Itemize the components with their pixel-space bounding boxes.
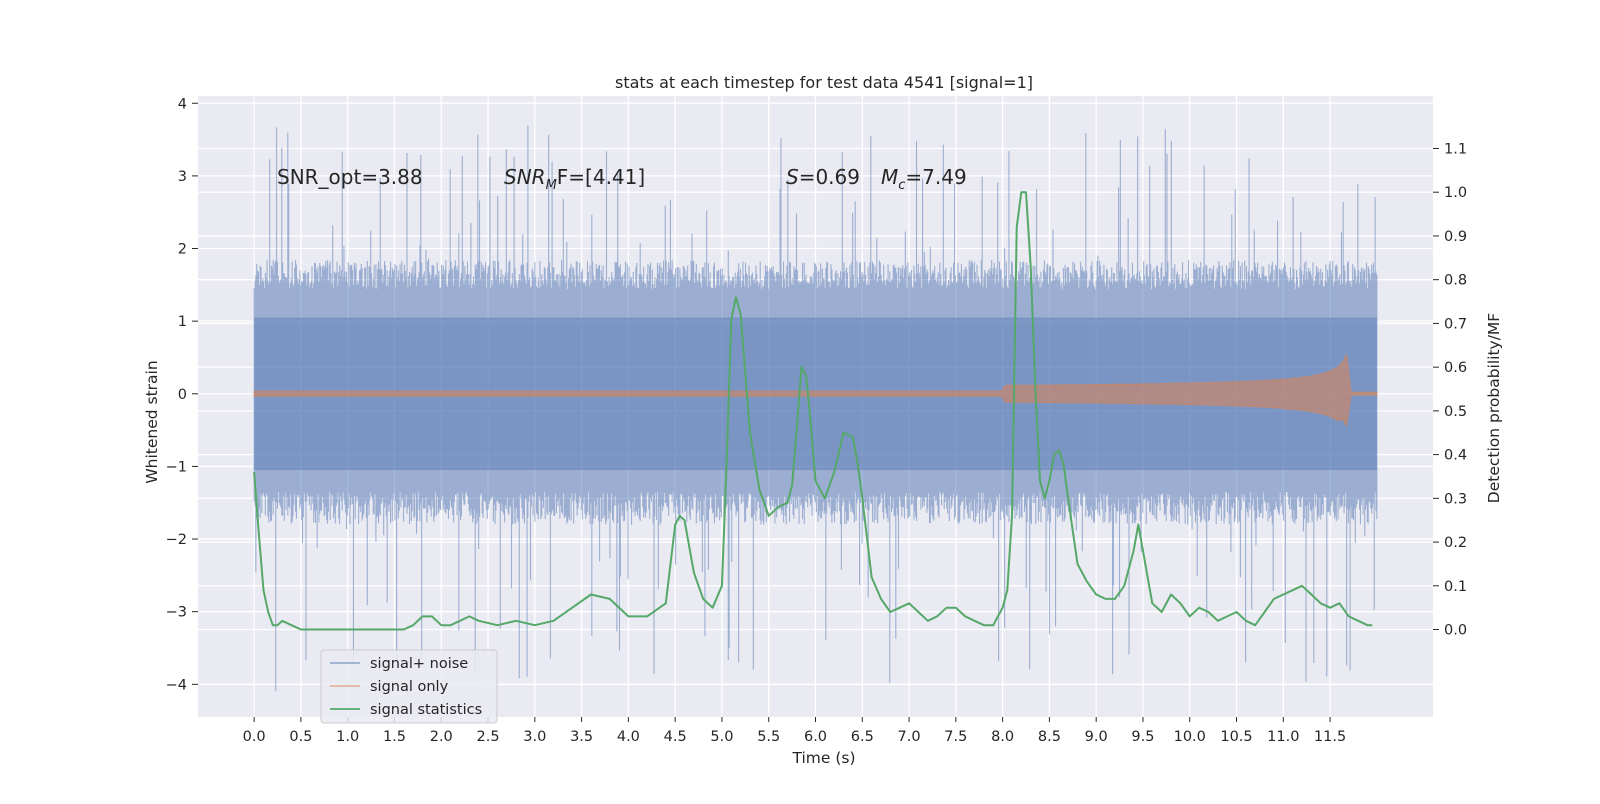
right-y-tick-label: 0.9 (1444, 229, 1467, 245)
x-tick-label: 6.5 (851, 729, 874, 745)
x-tick-label: 9.5 (1131, 729, 1154, 745)
snr-mf-rest: F=[4.41] (557, 165, 645, 189)
x-tick-label: 0.0 (243, 729, 266, 745)
right-y-tick-label: 0.8 (1444, 273, 1467, 289)
x-tick-label: 8.0 (991, 729, 1014, 745)
y-tick-label: −3 (166, 605, 187, 621)
x-tick-label: 5.5 (757, 729, 780, 745)
snr-opt-annotation: SNR_opt=3.88 (277, 165, 423, 189)
y-tick-label: −2 (166, 532, 187, 548)
x-tick-label: 9.0 (1085, 729, 1108, 745)
right-y-tick-label: 0.6 (1444, 360, 1467, 376)
signal-statistics-line (253, 191, 1373, 631)
legend-box (320, 649, 498, 724)
y-tick-label: −4 (166, 677, 187, 693)
x-tick-label: 4.0 (617, 729, 640, 745)
x-tick-label: 10.0 (1174, 729, 1206, 745)
right-y-tick-label: 0.2 (1444, 535, 1467, 551)
legend-label-signal-statistics: signal statistics (370, 702, 482, 718)
y-tick-label: −1 (166, 459, 187, 475)
x-tick-label: 3.5 (570, 729, 593, 745)
legend-label-signal-noise: signal+ noise (370, 656, 468, 672)
mc-annotation: Mc=7.49 (881, 165, 967, 193)
x-tick-label: 5.0 (710, 729, 733, 745)
snr-mf-subscript: M (546, 178, 557, 193)
right-y-tick-label: 0.7 (1444, 316, 1467, 332)
x-tick-labels: 0.0 0.5 1.0 1.5 2.0 2.5 3.0 3.5 4.0 4.5 5.0 5.5 6.0 6… (243, 717, 1346, 745)
x-tick-label: 4.5 (664, 729, 687, 745)
x-axis-label: Time (s) (791, 749, 855, 767)
y-tick-label: 2 (178, 242, 187, 258)
x-tick-label: 7.0 (898, 729, 921, 745)
legend-label-signal-only: signal only (370, 679, 449, 695)
mc-symbol: M (881, 165, 898, 189)
signal-statistics-series (253, 191, 1373, 631)
x-tick-label: 3.0 (523, 729, 546, 745)
snr-mf-main: SNR (504, 165, 546, 189)
right-y-tick-label: 0.1 (1444, 579, 1467, 595)
right-y-tick-label: 0.0 (1444, 623, 1467, 639)
x-tick-label: 6.0 (804, 729, 827, 745)
y-tick-labels: 4 3 2 1 0 −1 −2 −3 −4 (166, 96, 198, 693)
right-y-axis-label: Detection probability/MF (1485, 313, 1503, 504)
s-annotation: S=0.69 (786, 165, 860, 189)
y-tick-label: 3 (178, 169, 187, 185)
x-tick-label: 8.5 (1038, 729, 1061, 745)
y-tick-label: 1 (178, 314, 187, 330)
x-tick-label: 2.5 (477, 729, 500, 745)
right-y-tick-label: 0.5 (1444, 404, 1467, 420)
y-axis-label: Whitened strain (143, 360, 161, 483)
right-y-tick-label: 1.1 (1444, 141, 1467, 157)
right-y-tick-label: 0.4 (1444, 448, 1467, 464)
snr-mf-annotation: SNRMF=[4.41] (504, 165, 645, 193)
signal-only-trace (253, 353, 1378, 428)
x-tick-label: 1.5 (383, 729, 406, 745)
signal-only-series (253, 353, 1378, 428)
x-tick-label: 1.0 (336, 729, 359, 745)
right-y-tick-labels: 1.1 1.0 0.9 0.8 0.7 0.6 0.5 0.4 0.3 0.2 0.1 0.0 (1433, 141, 1467, 639)
legend: signal+ noise signal only signal statist… (320, 649, 498, 724)
x-tick-label: 10.5 (1220, 729, 1252, 745)
x-tick-label: 7.5 (944, 729, 967, 745)
right-y-tick-label: 0.3 (1444, 491, 1467, 507)
x-tick-label: 11.5 (1314, 729, 1346, 745)
x-tick-label: 11.0 (1267, 729, 1299, 745)
mc-value: =7.49 (905, 165, 966, 189)
s-symbol: S (786, 165, 799, 189)
right-y-tick-label: 1.0 (1444, 185, 1467, 201)
x-tick-label: 0.5 (289, 729, 312, 745)
s-value: =0.69 (799, 165, 860, 189)
y-tick-label: 0 (178, 387, 187, 403)
mc-subscript: c (898, 178, 905, 193)
y-tick-label: 4 (178, 96, 187, 112)
x-tick-label: 2.0 (430, 729, 453, 745)
chart-title: stats at each timestep for test data 454… (615, 73, 1033, 92)
